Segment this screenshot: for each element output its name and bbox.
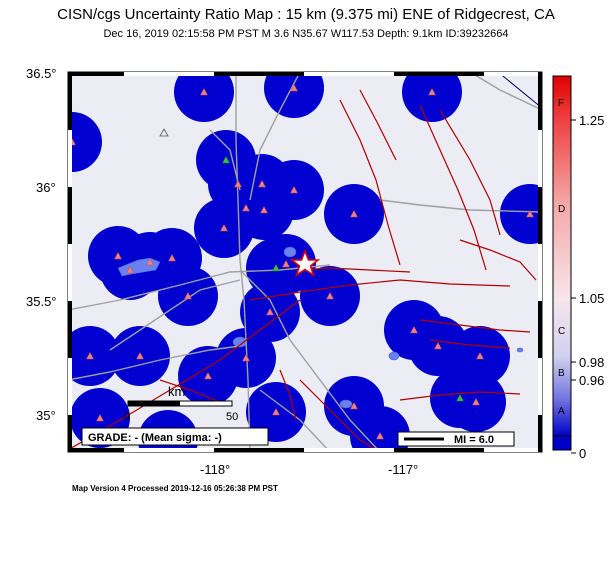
- station-marker: [290, 83, 298, 92]
- roads: [68, 72, 542, 452]
- station-marker: [136, 351, 144, 360]
- scale-bar: km 0 50: [124, 384, 238, 423]
- mi-text: MI = 6.0: [454, 434, 494, 446]
- colorbar-gradient: [552, 75, 572, 437]
- station-marker: [282, 259, 290, 268]
- station-marker: [428, 87, 436, 96]
- station-circles: [68, 72, 542, 452]
- colorbar-letter-b: B: [558, 368, 565, 379]
- station-marker: [326, 291, 334, 300]
- lon-label-118: -118°: [200, 462, 230, 477]
- station-marker: [260, 205, 268, 214]
- station-marker: [114, 251, 122, 260]
- station-marker: [126, 265, 134, 274]
- station-marker: [204, 371, 212, 380]
- colorbar-letter-d: D: [558, 204, 565, 215]
- station-marker: [272, 407, 280, 416]
- station-marker: [350, 209, 358, 218]
- scale-start: 0: [124, 411, 130, 423]
- colorbar-tick-1-05: 1.05: [579, 291, 604, 306]
- colorbar: 1.25 1.05 0.98 0.96 0 F D C B A: [552, 75, 604, 461]
- station-marker: [526, 209, 534, 218]
- event-info: Dec 16, 2019 02:15:58 PM PST M 3.6 N35.6…: [103, 28, 509, 40]
- station-marker: [410, 325, 418, 334]
- lat-label-35: 35°: [36, 408, 56, 423]
- lat-label-36: 36°: [36, 180, 56, 195]
- map-frame-ticks: [68, 72, 542, 452]
- station-uncertainty-circle: [174, 72, 234, 122]
- station-marker: [146, 257, 154, 266]
- colorbar-tick-0-98: 0.98: [579, 355, 604, 370]
- station-marker: [200, 87, 208, 96]
- colorbar-tick-0-96: 0.96: [579, 373, 604, 388]
- station-marker: [258, 179, 266, 188]
- inactive-station-marker: [159, 128, 169, 137]
- state-border: [497, 72, 542, 109]
- colorbar-letter-f: F: [558, 98, 564, 109]
- station-marker: [234, 179, 242, 188]
- station-marker: [242, 203, 250, 212]
- station-marker: [472, 397, 480, 406]
- station-marker: [476, 351, 484, 360]
- lat-label-36-5: 36.5°: [26, 66, 57, 81]
- station-marker: [184, 291, 192, 300]
- station-uncertainty-circle: [500, 184, 542, 244]
- station-marker: [290, 185, 298, 194]
- station-marker: [168, 253, 176, 262]
- faults: [68, 89, 537, 452]
- colorbar-letter-a: A: [558, 406, 565, 417]
- map-title: CISN/cgs Uncertainty Ratio Map : 15 km (…: [57, 6, 555, 23]
- station-marker: [266, 307, 274, 316]
- station-marker: [456, 393, 464, 402]
- station-uncertainty-circle: [350, 406, 410, 452]
- processing-note: Map Version 4 Processed 2019-12-16 05:26…: [72, 484, 278, 493]
- station-marker: [376, 431, 384, 440]
- lat-label-35-5: 35.5°: [26, 294, 57, 309]
- epicenter-star: [289, 248, 321, 277]
- colorbar-min-swatch: [552, 435, 572, 451]
- lon-label-117: -117°: [388, 462, 418, 477]
- grade-box: GRADE: - (Mean sigma: -): [81, 427, 269, 446]
- colorbar-tick-1-25: 1.25: [579, 113, 604, 128]
- station-marker: [434, 341, 442, 350]
- grade-text: GRADE: - (Mean sigma: -): [88, 432, 222, 444]
- station-uncertainty-circle: [68, 112, 102, 172]
- station-marker: [96, 413, 104, 422]
- station-marker: [350, 401, 358, 410]
- station-uncertainty-circle: [264, 72, 324, 118]
- station-uncertainty-circle: [68, 326, 120, 386]
- scale-unit: km: [168, 384, 185, 399]
- station-marker: [86, 351, 94, 360]
- station-marker: [220, 223, 228, 232]
- mi-legend-box: MI = 6.0: [397, 431, 515, 447]
- scale-end: 50: [226, 411, 238, 423]
- station-marker: [222, 155, 230, 164]
- colorbar-letter-c: C: [558, 326, 565, 337]
- station-marker: [272, 263, 280, 272]
- colorbar-tick-0: 0: [579, 446, 586, 461]
- station-marker: [242, 353, 250, 362]
- station-uncertainty-circle: [402, 72, 462, 122]
